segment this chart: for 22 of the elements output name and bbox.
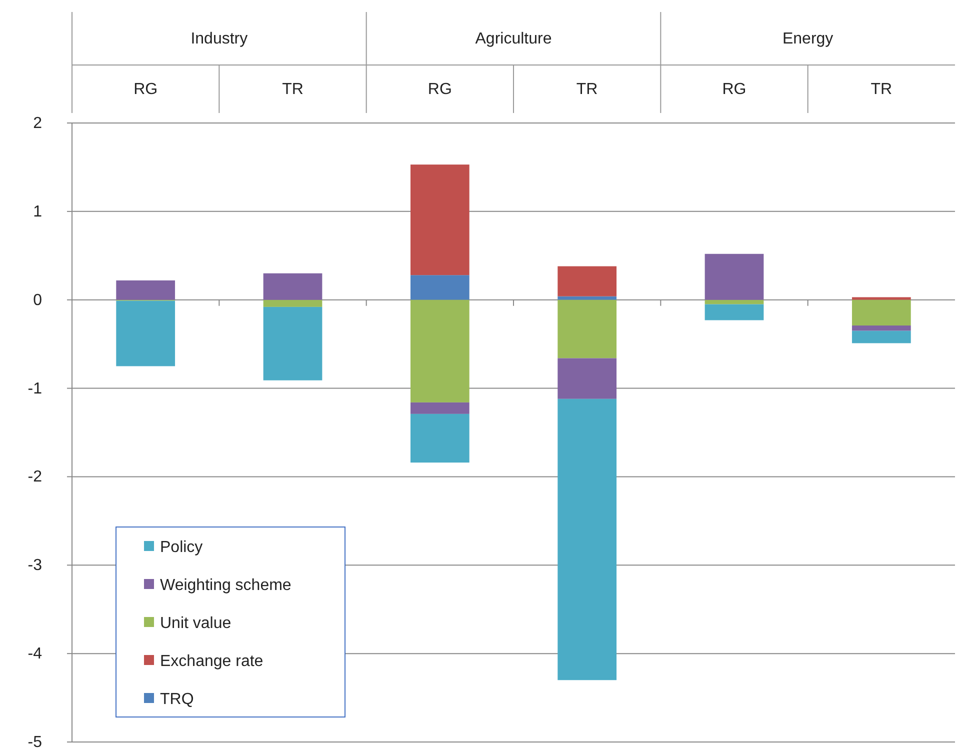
text: Energy [782,30,834,48]
y-tick-label: -3 [28,557,42,574]
y-tick-label: 1 [33,203,42,220]
y-tick-label: -2 [28,468,42,486]
legend-label: Weighting scheme [160,577,292,594]
x-tick-label: TR [282,81,304,98]
x-tick-label: RG [722,81,746,98]
y-tick-label: -1 [28,380,42,398]
text: Agriculture [475,30,552,48]
x-tick-label: RG [428,81,452,98]
y-tick-label: 0 [33,292,42,309]
legend-label: Policy [160,539,203,556]
y-tick-label: 2 [33,115,42,132]
x-tick-label: TR [576,81,598,98]
y-tick-label: -5 [28,734,42,751]
x-tick-label: RG [134,81,158,98]
text: Industry [190,30,248,48]
y-tick-label: -4 [28,646,42,663]
legend-label: TRQ [160,691,194,708]
legend-label: Unit value [160,615,232,632]
legend-label: Exchange rate [160,653,264,670]
x-tick-label: TR [870,81,892,98]
